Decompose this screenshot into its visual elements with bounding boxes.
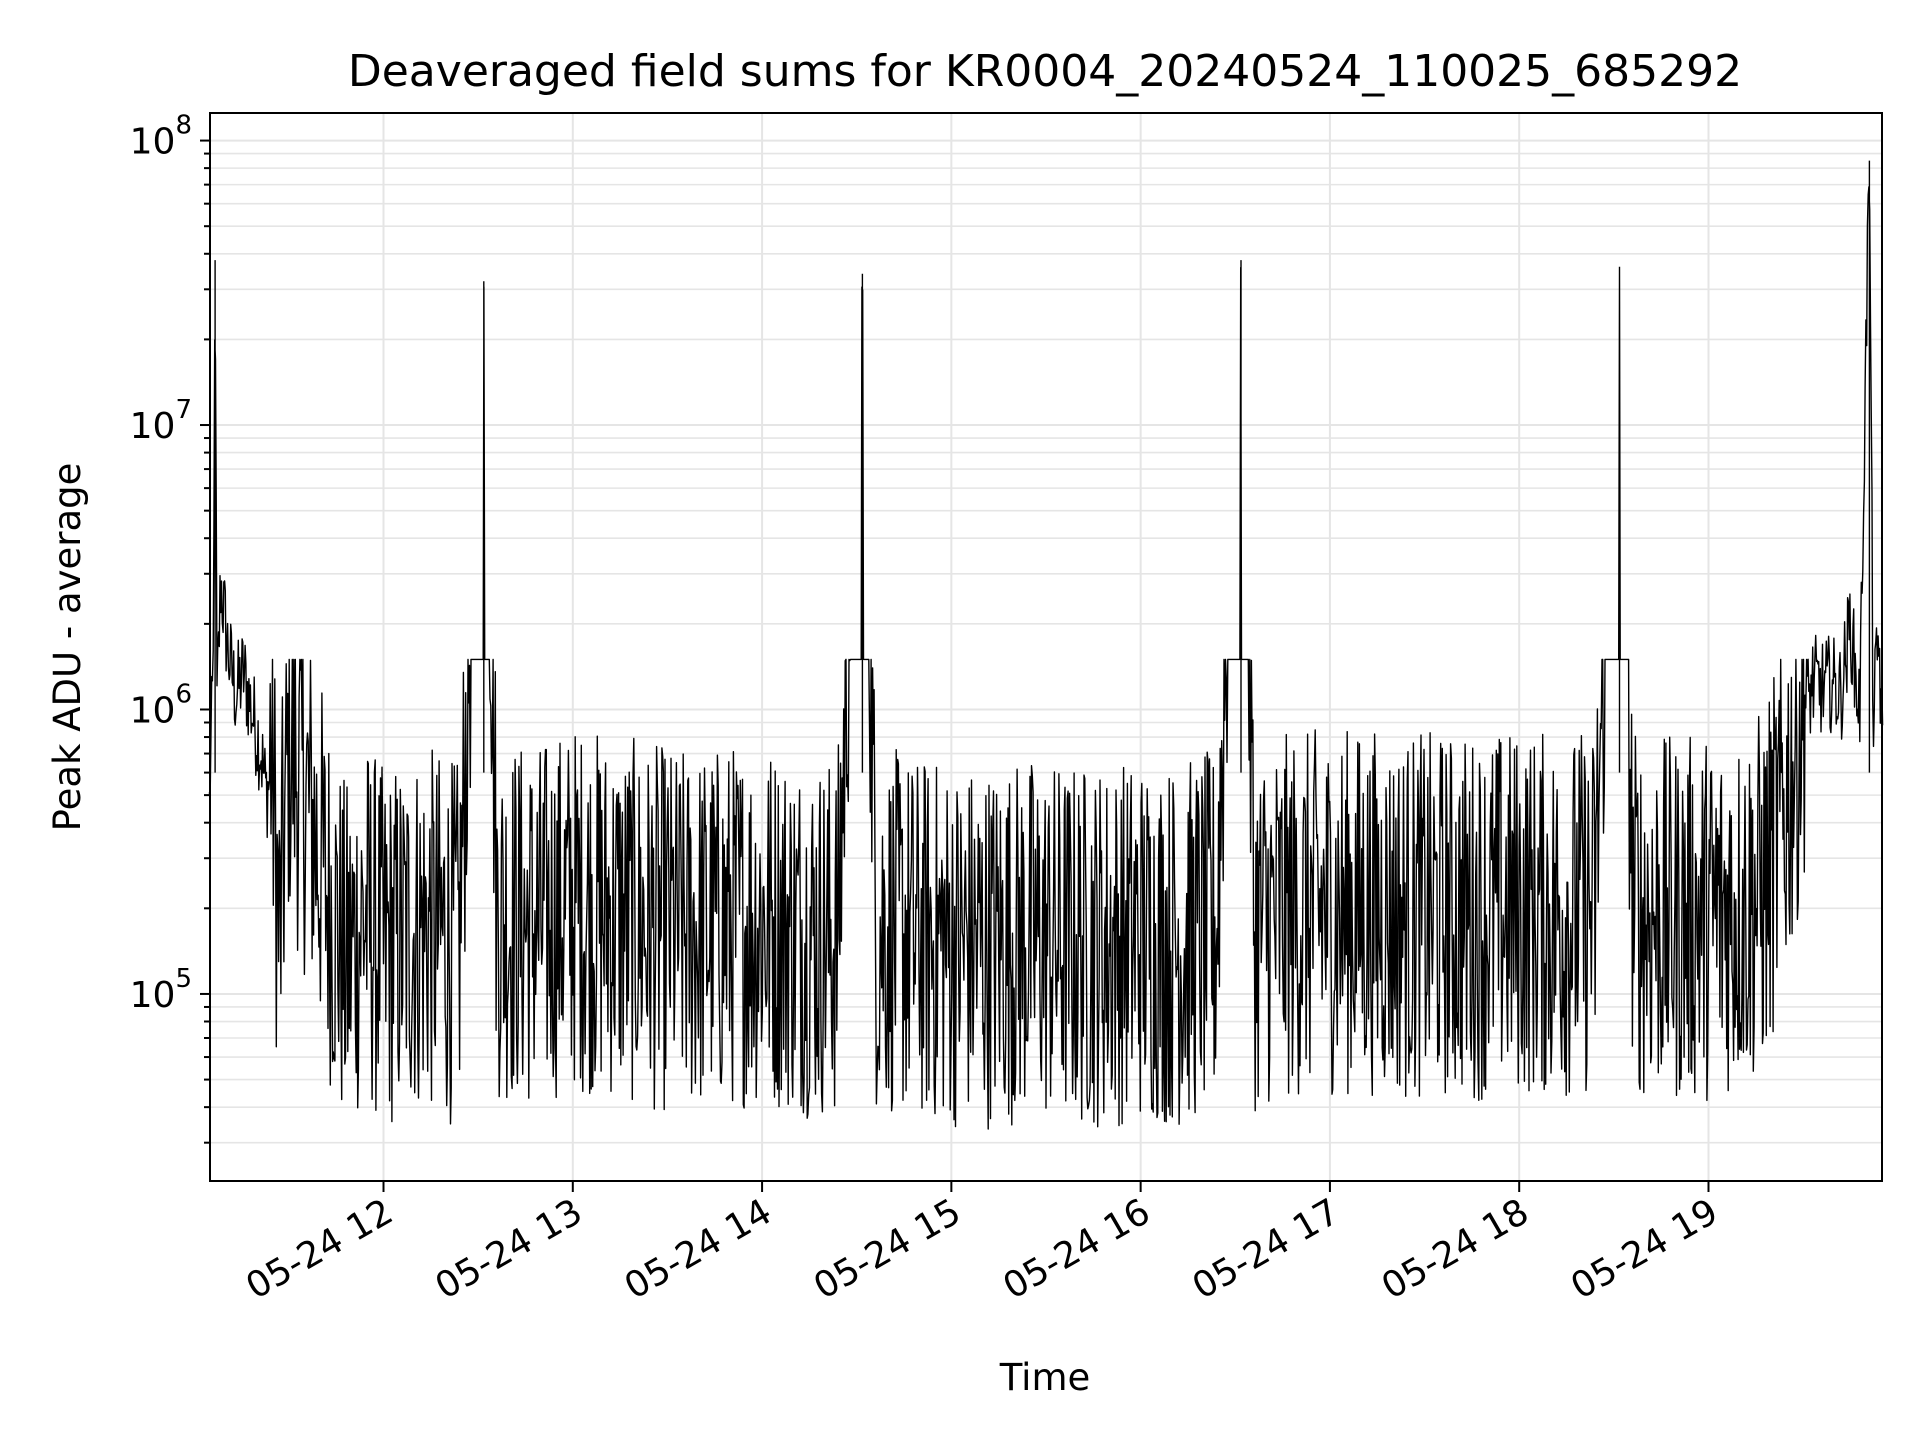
x-tick-label: 05-24 12 (239, 1191, 400, 1307)
y-tick-label: 108 (130, 111, 192, 163)
x-tick-label: 05-24 14 (618, 1191, 779, 1307)
chart-title: Deaveraged field sums for KR0004_2024052… (348, 46, 1742, 97)
x-tick-label: 05-24 13 (429, 1191, 590, 1307)
y-axis: 105 106 107 108 (130, 111, 210, 1144)
x-axis: 05-24 12 05-24 13 05-24 14 05-24 15 05-24 16… (239, 1181, 1725, 1308)
series-line (208, 160, 1884, 1130)
y-axis-label: Peak ADU - average (46, 463, 89, 832)
x-tick-label: 05-24 15 (807, 1191, 968, 1307)
y-tick-label: 105 (130, 964, 192, 1016)
series-layer (208, 160, 1884, 1130)
x-tick-label: 05-24 16 (996, 1191, 1157, 1307)
y-tick-label: 106 (130, 679, 192, 731)
plot-frame (209, 112, 1883, 1182)
x-tick-label: 05-24 19 (1564, 1191, 1725, 1307)
x-tick-label: 05-24 18 (1375, 1191, 1536, 1307)
x-tick-label: 05-24 17 (1186, 1191, 1347, 1307)
y-tick-label: 107 (130, 395, 192, 447)
x-axis-label: Time (999, 1356, 1091, 1399)
